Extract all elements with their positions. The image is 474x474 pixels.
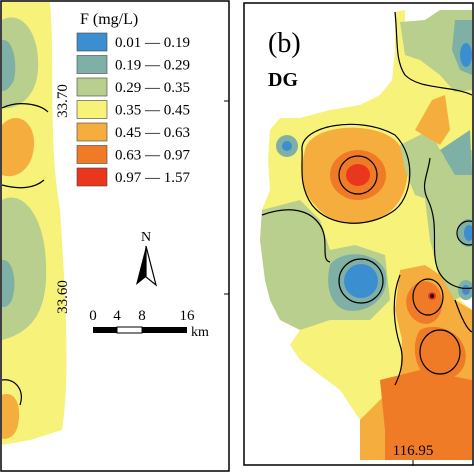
lat-tick-label: 33.60	[55, 280, 71, 314]
legend-item-label: 0.97 — 1.57	[115, 170, 191, 186]
legend-item-label: 0.35 — 0.45	[115, 103, 190, 119]
north-arrow-left	[136, 246, 146, 285]
legend-swatch	[76, 100, 108, 119]
north-arrow: N	[136, 230, 158, 287]
scale-tick-label: 0	[89, 308, 97, 324]
legend-swatch	[76, 55, 108, 74]
north-arrow-label: N	[141, 230, 151, 245]
legend-swatch	[76, 77, 108, 97]
legend-swatch	[76, 122, 108, 142]
region-label: DG	[268, 69, 298, 91]
legend-item-label: 0.29 — 0.35	[115, 80, 190, 96]
north-arrow-right	[145, 245, 158, 287]
scale-tick-label: 16	[180, 308, 196, 324]
panel-a-map	[2, 2, 67, 445]
panel-label: (b)	[268, 28, 301, 59]
legend: F (mg/L) 0.01 — 0.19 0.19 — 0.29 0.29 — 0.…	[76, 11, 191, 187]
lon-tick-label: 116.95	[393, 443, 434, 459]
scale-unit: km	[191, 325, 209, 340]
panel-b-frame	[243, 2, 474, 466]
legend-item-label: 0.63 — 0.97	[115, 148, 191, 164]
scale-tick-label: 4	[113, 308, 121, 324]
scale-segment	[93, 327, 117, 333]
legend-item-label: 0.01 — 0.19	[115, 35, 190, 51]
legend-swatch	[76, 145, 108, 164]
panel-a-frame	[0, 0, 230, 472]
lat-tick-label: 33.70	[55, 84, 71, 118]
legend-item-label: 0.19 — 0.29	[115, 58, 190, 74]
scale-bar: 0 4 8 16 km	[89, 308, 209, 340]
scale-tick-label: 8	[138, 308, 146, 324]
legend-swatch	[76, 167, 108, 187]
legend-swatch	[76, 32, 108, 52]
panel-b-map	[260, 10, 472, 460]
legend-item-label: 0.45 — 0.63	[115, 125, 190, 141]
legend-title: F (mg/L)	[80, 11, 138, 28]
scale-segment	[142, 327, 187, 333]
scale-segment	[116, 326, 143, 334]
